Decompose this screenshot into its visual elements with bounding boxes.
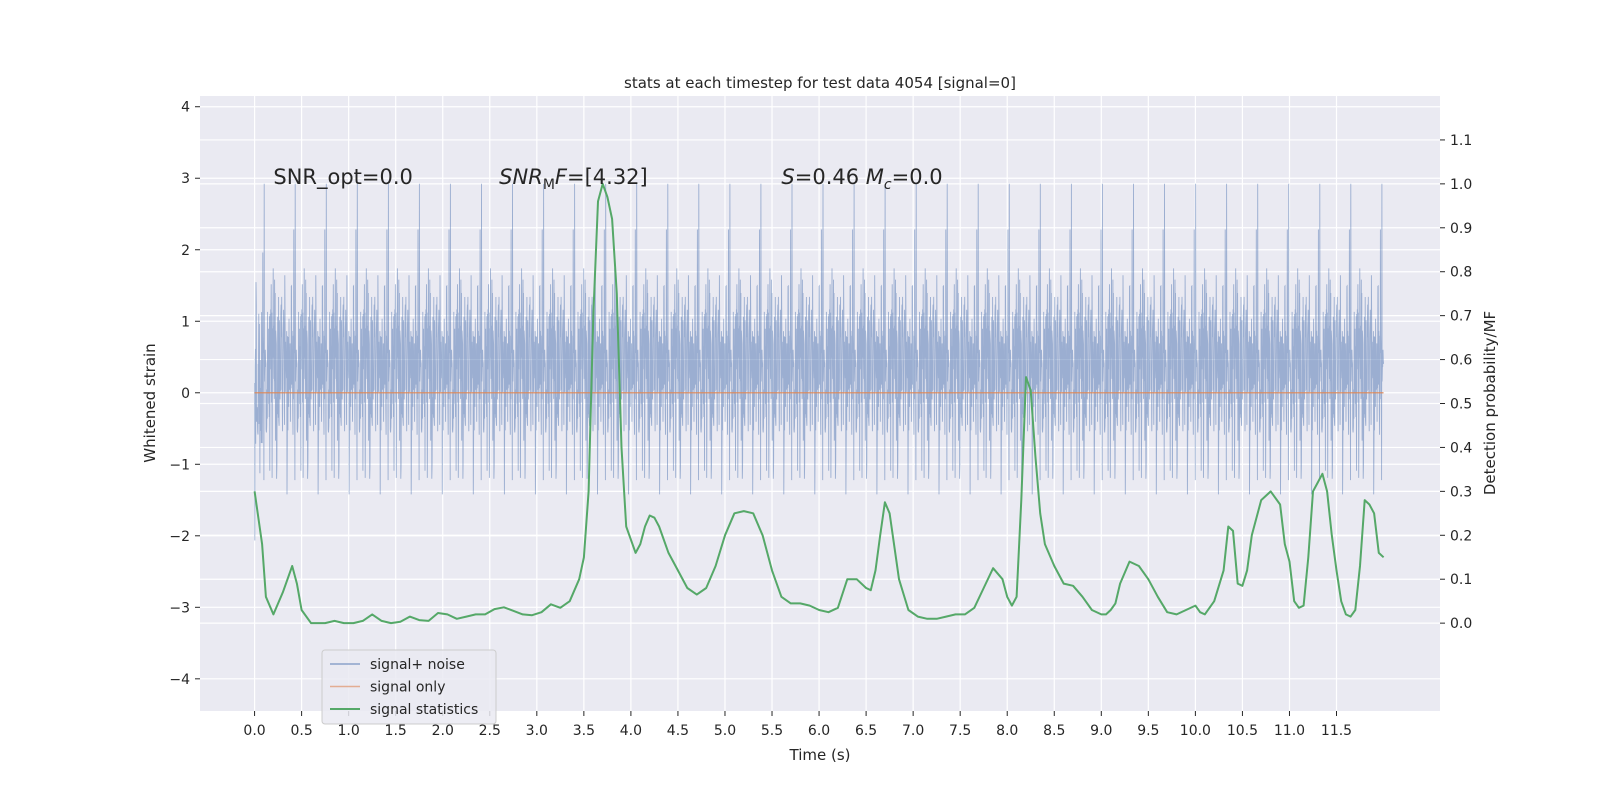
series-signal-noise [254, 183, 1385, 541]
y-tick-label-left: −2 [169, 529, 190, 545]
y-tick-label-right: 0.4 [1450, 440, 1472, 456]
x-tick-label: 1.5 [385, 723, 407, 739]
x-tick-label: 0.0 [243, 723, 265, 739]
series-signal-statistics [253, 182, 1385, 625]
y-tick-label-left: 2 [181, 243, 190, 259]
y-tick-label-left: 3 [181, 171, 190, 187]
x-tick-label: 6.0 [808, 723, 830, 739]
legend-label: signal statistics [370, 702, 478, 718]
annotations: SNR_opt=0.0 SNRMF=[4.32] S=0.46 Mc=0.0 [273, 165, 942, 193]
y-axis-label-left: Whitened strain [141, 343, 159, 462]
x-tick-label: 6.5 [855, 723, 877, 739]
x-tick-label: 4.5 [667, 723, 689, 739]
chart-title: stats at each timestep for test data 405… [624, 74, 1016, 92]
x-tick-label: 10.5 [1227, 723, 1258, 739]
x-tick-label: 5.0 [714, 723, 736, 739]
y-tick-label-right: 0.8 [1450, 265, 1472, 281]
x-tick-label: 4.0 [620, 723, 642, 739]
y-tick-label-right: 0.3 [1450, 484, 1472, 500]
x-tick-label: 11.0 [1274, 723, 1305, 739]
x-tick-label: 7.5 [949, 723, 971, 739]
y-tick-label-right: 0.7 [1450, 309, 1472, 325]
x-tick-label: 11.5 [1321, 723, 1352, 739]
legend: signal+ noise signal only signal statistic… [321, 649, 497, 725]
annotation-part: c [884, 177, 892, 193]
legend-label: signal only [370, 680, 445, 696]
y-tick-label-left: −3 [169, 600, 190, 616]
y-tick-label-left: −4 [169, 672, 190, 688]
y-tick-label-right: 0.5 [1450, 397, 1472, 413]
signal-statistics-line [253, 182, 1385, 625]
y-tick-label-left: 0 [181, 386, 190, 402]
annotation-snr-mf: SNRMF=[4.32] [499, 165, 648, 193]
x-tick-label: 3.5 [573, 723, 595, 739]
legend-label: signal+ noise [370, 657, 465, 673]
x-tick-label: 9.0 [1090, 723, 1112, 739]
x-tick-label: 7.0 [902, 723, 924, 739]
annotation-part: SNR [499, 165, 543, 189]
y-axis-label-right: Detection probability/MF [1481, 311, 1499, 495]
annotation-part: F [555, 165, 568, 189]
x-tick-label: 10.0 [1180, 723, 1211, 739]
x-tick-label: 3.0 [526, 723, 548, 739]
annotation-part: =0.0 [892, 165, 943, 189]
annotation-snr-opt: SNR_opt=0.0 [273, 165, 413, 190]
annotation-part: S [781, 165, 794, 189]
x-tick-label: 8.0 [996, 723, 1018, 739]
annotation-part: SNR_opt=0.0 [273, 165, 413, 190]
annotation-part: M [543, 177, 555, 193]
annotation-s-mc: S=0.46 Mc=0.0 [781, 165, 942, 193]
y-tick-label-left: −1 [169, 457, 190, 473]
gridlines [200, 96, 1440, 711]
x-tick-label: 8.5 [1043, 723, 1065, 739]
y-tick-label-right: 0.1 [1450, 572, 1472, 588]
y-tick-label-left: 4 [181, 100, 190, 116]
signal-noise-line [254, 183, 1385, 541]
y-tick-label-right: 0.0 [1450, 616, 1472, 632]
legend-box [321, 649, 497, 725]
x-tick-label: 2.0 [432, 723, 454, 739]
x-tick-label: 0.5 [290, 723, 312, 739]
axis-ticks: 0.0 0.5 1.0 1.5 2.0 2.5 3.0 3.5 4.0 4.5 5.0 5.5 6.0 6… [169, 100, 1472, 739]
x-tick-label: 9.5 [1137, 723, 1159, 739]
x-tick-label: 2.5 [479, 723, 501, 739]
y-tick-label-right: 1.1 [1450, 133, 1472, 149]
y-tick-label-right: 0.9 [1450, 221, 1472, 237]
x-tick-label: 1.0 [338, 723, 360, 739]
x-tick-label: 5.5 [761, 723, 783, 739]
annotation-part: =0.46 [795, 165, 866, 189]
y-tick-label-right: 0.6 [1450, 353, 1472, 369]
annotation-part: =[4.32] [567, 165, 648, 189]
y-tick-label-left: 1 [181, 314, 190, 330]
x-axis-label: Time (s) [789, 746, 851, 764]
annotation-part: M [866, 165, 884, 189]
y-tick-label-right: 0.2 [1450, 528, 1472, 544]
y-tick-label-right: 1.0 [1450, 177, 1472, 193]
